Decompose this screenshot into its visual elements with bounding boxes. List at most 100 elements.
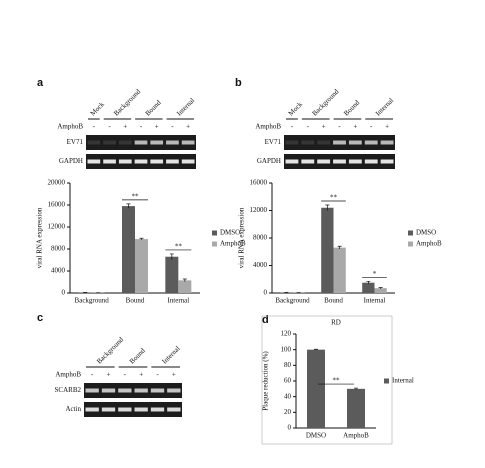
y-axis-label: viral RNA expression <box>238 207 246 268</box>
legend-swatch <box>384 378 389 384</box>
sign: + <box>155 123 159 131</box>
band <box>150 159 164 164</box>
band <box>118 388 132 393</box>
band <box>103 140 116 145</box>
band <box>85 407 99 412</box>
bar <box>165 256 179 293</box>
band <box>150 388 165 393</box>
y-tick-label: 0 <box>288 424 292 432</box>
band <box>317 140 331 145</box>
error-bar <box>354 387 358 390</box>
band <box>285 159 299 164</box>
y-tick-label: 120 <box>281 330 292 338</box>
sign: - <box>156 371 159 379</box>
y-tick-label: 16000 <box>250 179 268 187</box>
band <box>118 407 132 412</box>
lane-header: Background <box>311 87 341 117</box>
lane-header: Background <box>95 335 125 365</box>
bar <box>333 247 346 293</box>
legend-swatch <box>212 230 217 236</box>
band <box>101 388 116 393</box>
sign: - <box>171 123 174 131</box>
y-tick-label: 4000 <box>51 267 66 275</box>
lane-header: Bound <box>128 346 147 365</box>
legend-label: DMSO <box>220 229 240 237</box>
y-tick-label: 16000 <box>48 201 66 209</box>
band <box>166 159 179 164</box>
sign: + <box>123 123 127 131</box>
lane-header: Mock <box>89 100 107 118</box>
x-tick-label: Bound <box>324 297 343 305</box>
annotation: ** <box>132 193 140 201</box>
band <box>301 140 315 145</box>
band <box>150 140 164 145</box>
band <box>333 140 346 145</box>
sign: + <box>322 123 326 131</box>
sign: + <box>107 371 111 379</box>
y-tick-label: 8000 <box>253 234 268 242</box>
error-bar <box>126 203 131 209</box>
gel-box <box>84 383 182 398</box>
band <box>301 159 315 164</box>
band <box>87 159 101 164</box>
bar <box>78 292 92 293</box>
lane-header: Internal <box>374 96 395 117</box>
band <box>118 140 132 145</box>
legend-label: AmphoB <box>416 240 442 248</box>
band <box>364 140 378 145</box>
sign: + <box>172 371 176 379</box>
bar <box>178 280 192 293</box>
legend-swatch <box>408 230 413 236</box>
x-tick-label: Background <box>275 297 310 305</box>
sign: - <box>140 123 143 131</box>
sign: + <box>385 123 389 131</box>
y-tick-label: 0 <box>264 289 268 297</box>
band <box>85 388 99 393</box>
legend-label: DMSO <box>416 229 436 237</box>
panel-label: c <box>37 312 43 324</box>
band <box>181 140 195 145</box>
sign: - <box>338 123 341 131</box>
chart-title: RD <box>331 319 341 327</box>
band <box>333 159 346 164</box>
sign: - <box>91 371 94 379</box>
row-label: GAPDH <box>257 157 281 165</box>
error-bar <box>366 280 371 285</box>
row-label: EV71 <box>265 138 282 146</box>
sign: + <box>139 371 143 379</box>
y-tick-label: 20000 <box>48 179 66 187</box>
y-tick-label: 4000 <box>253 261 268 269</box>
row-label: EV71 <box>67 138 84 146</box>
legend-swatch <box>408 241 413 247</box>
bar <box>374 288 387 293</box>
error-bar <box>139 237 144 240</box>
lane-header: Background <box>112 87 142 117</box>
band <box>134 140 148 145</box>
band <box>166 140 179 145</box>
legend-swatch <box>212 241 217 247</box>
lane-header: Mock <box>287 100 305 118</box>
error-bar <box>169 253 174 260</box>
bar <box>135 239 148 293</box>
x-tick-label: Background <box>75 297 110 305</box>
lane-header: Bound <box>342 98 361 117</box>
band <box>150 407 165 412</box>
band <box>118 159 132 164</box>
legend-label: AmphoB <box>220 240 246 248</box>
y-tick-label: 20 <box>284 408 292 416</box>
x-tick-label: Bound <box>126 297 145 305</box>
y-tick-label: 0 <box>62 289 66 297</box>
panel-label: b <box>235 77 242 89</box>
error-bar <box>337 245 342 249</box>
bar <box>347 388 365 428</box>
error-bar <box>314 348 318 351</box>
annotation: ** <box>175 243 183 251</box>
error-bar <box>378 287 383 289</box>
y-axis-label: Plaque reduction (%) <box>262 351 270 411</box>
x-tick-label: AmphoB <box>343 432 369 440</box>
y-tick-label: 100 <box>281 345 292 353</box>
bar <box>122 206 135 293</box>
band <box>348 140 362 145</box>
treatment-label: AmphoB <box>55 371 81 379</box>
